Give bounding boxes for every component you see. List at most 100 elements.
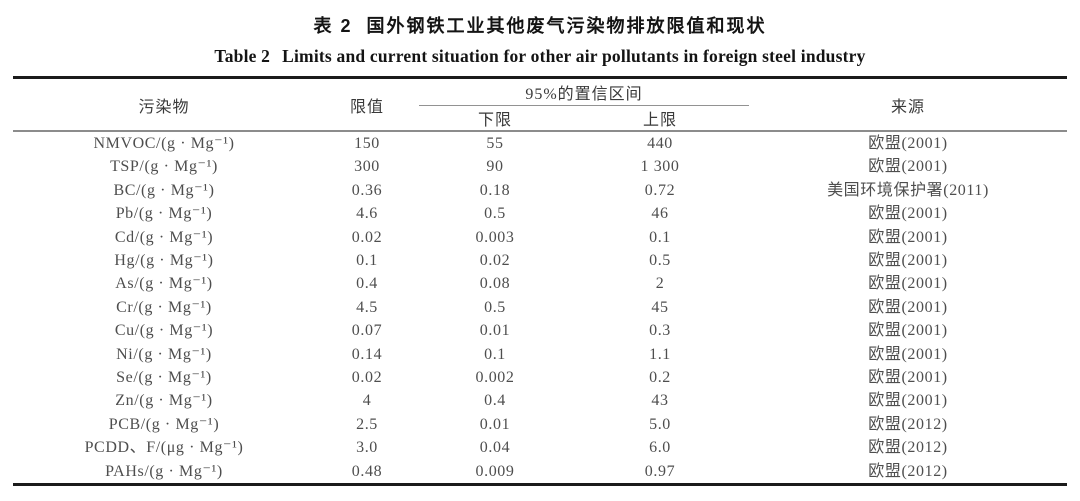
cell-source: 欧盟(2012) bbox=[868, 415, 948, 433]
cell-ci-lower: 0.02 bbox=[479, 252, 511, 270]
cell-limit: 0.48 bbox=[351, 462, 383, 480]
cell-ci-upper: 5.0 bbox=[649, 415, 671, 433]
cell-source: 欧盟(2001) bbox=[868, 252, 948, 270]
pollutant-limits-table: 污染物 限值 95%的置信区间 来源 下限 上限 NMVOC/(g · Mg⁻¹… bbox=[13, 76, 1067, 487]
col-header-pollutant: 污染物 bbox=[13, 77, 315, 132]
cell-limit: 300 bbox=[354, 158, 380, 176]
cell-source: 欧盟(2001) bbox=[868, 135, 948, 152]
cell-pollutant: Pb/(g · Mg⁻¹) bbox=[115, 205, 213, 223]
table-row: BC/(g · Mg⁻¹) 0.36 0.18 0.72 美国环境保护署(201… bbox=[13, 179, 1067, 202]
cell-ci-upper: 0.1 bbox=[649, 228, 671, 246]
table-row: Cr/(g · Mg⁻¹) 4.5 0.5 45 欧盟(2001) bbox=[13, 296, 1067, 319]
cell-pollutant: TSP/(g · Mg⁻¹) bbox=[110, 158, 218, 176]
table-row: PCDD、F/(μg · Mg⁻¹) 3.0 0.04 6.0 欧盟(2012) bbox=[13, 436, 1067, 459]
cell-pollutant: BC/(g · Mg⁻¹) bbox=[113, 181, 215, 199]
cell-ci-lower: 0.5 bbox=[484, 298, 506, 316]
table-row: TSP/(g · Mg⁻¹) 300 90 1 300 欧盟(2001) bbox=[13, 155, 1067, 178]
cell-source: 欧盟(2001) bbox=[868, 275, 948, 293]
cell-ci-upper: 0.72 bbox=[644, 181, 676, 199]
cell-pollutant: Ni/(g · Mg⁻¹) bbox=[116, 345, 212, 363]
cell-limit: 0.02 bbox=[351, 228, 383, 246]
cell-ci-upper: 43 bbox=[651, 392, 669, 410]
table-caption-zh: 国外钢铁工业其他废气污染物排放限值和现状 bbox=[366, 16, 767, 36]
cell-ci-upper: 45 bbox=[651, 298, 669, 316]
cell-limit: 150 bbox=[354, 135, 380, 152]
table-body: NMVOC/(g · Mg⁻¹) 150 55 440 欧盟(2001) TSP… bbox=[13, 131, 1067, 485]
cell-source: 欧盟(2001) bbox=[868, 369, 948, 387]
cell-ci-lower: 0.1 bbox=[484, 345, 506, 363]
col-header-ci-lower: 下限 bbox=[419, 105, 571, 132]
table-row: PCB/(g · Mg⁻¹) 2.5 0.01 5.0 欧盟(2012) bbox=[13, 413, 1067, 436]
col-header-source: 来源 bbox=[749, 77, 1067, 132]
cell-ci-lower: 0.009 bbox=[475, 462, 515, 480]
cell-source: 欧盟(2001) bbox=[868, 322, 948, 340]
cell-ci-lower: 0.01 bbox=[479, 415, 511, 433]
table-number-en: Table 2 bbox=[214, 46, 271, 66]
table-title-en: Table 2 Limits and current situation for … bbox=[0, 46, 1080, 67]
cell-source: 欧盟(2001) bbox=[868, 228, 948, 246]
cell-ci-lower: 0.002 bbox=[475, 369, 515, 387]
cell-ci-upper: 1.1 bbox=[649, 345, 671, 363]
table-row: Cu/(g · Mg⁻¹) 0.07 0.01 0.3 欧盟(2001) bbox=[13, 319, 1067, 342]
cell-pollutant: PAHs/(g · Mg⁻¹) bbox=[105, 462, 223, 480]
table-row: NMVOC/(g · Mg⁻¹) 150 55 440 欧盟(2001) bbox=[13, 131, 1067, 155]
cell-limit: 2.5 bbox=[356, 415, 378, 433]
cell-ci-upper: 0.3 bbox=[649, 322, 671, 340]
table-row: PAHs/(g · Mg⁻¹) 0.48 0.009 0.97 欧盟(2012) bbox=[13, 460, 1067, 485]
cell-source: 欧盟(2001) bbox=[868, 298, 948, 316]
table-row: As/(g · Mg⁻¹) 0.4 0.08 2 欧盟(2001) bbox=[13, 272, 1067, 295]
cell-limit: 0.14 bbox=[351, 345, 383, 363]
cell-limit: 0.02 bbox=[351, 369, 383, 387]
col-header-ci-upper: 上限 bbox=[571, 105, 749, 132]
cell-ci-upper: 0.97 bbox=[644, 462, 676, 480]
cell-source: 欧盟(2012) bbox=[868, 439, 948, 457]
cell-source: 欧盟(2001) bbox=[868, 392, 948, 410]
table-header: 污染物 限值 95%的置信区间 来源 下限 上限 bbox=[13, 77, 1067, 132]
cell-pollutant: Cu/(g · Mg⁻¹) bbox=[114, 322, 214, 340]
cell-ci-upper: 2 bbox=[655, 275, 665, 293]
cell-pollutant: Zn/(g · Mg⁻¹) bbox=[115, 392, 213, 410]
cell-limit: 3.0 bbox=[356, 439, 378, 457]
cell-ci-upper: 6.0 bbox=[649, 439, 671, 457]
table-caption-en: Limits and current situation for other a… bbox=[282, 46, 866, 66]
cell-ci-lower: 90 bbox=[486, 158, 504, 176]
cell-limit: 4 bbox=[362, 392, 372, 410]
table-number-zh: 表 2 bbox=[313, 16, 353, 36]
cell-ci-lower: 0.4 bbox=[484, 392, 506, 410]
cell-pollutant: PCDD、F/(μg · Mg⁻¹) bbox=[84, 439, 244, 457]
cell-source: 欧盟(2012) bbox=[868, 462, 948, 480]
cell-source: 欧盟(2001) bbox=[868, 345, 948, 363]
table-row: Hg/(g · Mg⁻¹) 0.1 0.02 0.5 欧盟(2001) bbox=[13, 249, 1067, 272]
cell-pollutant: Hg/(g · Mg⁻¹) bbox=[114, 252, 214, 270]
cell-source: 美国环境保护署(2011) bbox=[827, 181, 989, 199]
cell-source: 欧盟(2001) bbox=[868, 205, 948, 223]
cell-limit: 0.07 bbox=[351, 322, 383, 340]
cell-pollutant: Se/(g · Mg⁻¹) bbox=[116, 369, 212, 387]
cell-pollutant: As/(g · Mg⁻¹) bbox=[115, 275, 213, 293]
cell-ci-lower: 0.01 bbox=[479, 322, 511, 340]
table-row: Se/(g · Mg⁻¹) 0.02 0.002 0.2 欧盟(2001) bbox=[13, 366, 1067, 389]
cell-limit: 4.6 bbox=[356, 205, 378, 223]
cell-limit: 0.4 bbox=[356, 275, 378, 293]
cell-pollutant: PCB/(g · Mg⁻¹) bbox=[108, 415, 220, 433]
table-title-zh: 表 2 国外钢铁工业其他废气污染物排放限值和现状 bbox=[0, 0, 1080, 38]
cell-ci-lower: 55 bbox=[486, 135, 504, 152]
table-row: Pb/(g · Mg⁻¹) 4.6 0.5 46 欧盟(2001) bbox=[13, 202, 1067, 225]
cell-pollutant: Cr/(g · Mg⁻¹) bbox=[116, 298, 212, 316]
cell-limit: 0.1 bbox=[356, 252, 378, 270]
cell-ci-upper: 0.5 bbox=[649, 252, 671, 270]
cell-ci-lower: 0.18 bbox=[479, 181, 511, 199]
cell-ci-upper: 440 bbox=[647, 135, 673, 152]
col-header-ci-group: 95%的置信区间 bbox=[419, 77, 749, 106]
cell-pollutant: Cd/(g · Mg⁻¹) bbox=[114, 228, 214, 246]
cell-limit: 4.5 bbox=[356, 298, 378, 316]
cell-ci-upper: 1 300 bbox=[640, 158, 680, 176]
table-row: Ni/(g · Mg⁻¹) 0.14 0.1 1.1 欧盟(2001) bbox=[13, 343, 1067, 366]
cell-source: 欧盟(2001) bbox=[868, 158, 948, 176]
cell-pollutant: NMVOC/(g · Mg⁻¹) bbox=[93, 135, 235, 152]
cell-limit: 0.36 bbox=[351, 181, 383, 199]
col-header-limit: 限值 bbox=[315, 77, 419, 132]
table-row: Zn/(g · Mg⁻¹) 4 0.4 43 欧盟(2001) bbox=[13, 389, 1067, 412]
cell-ci-lower: 0.04 bbox=[479, 439, 511, 457]
